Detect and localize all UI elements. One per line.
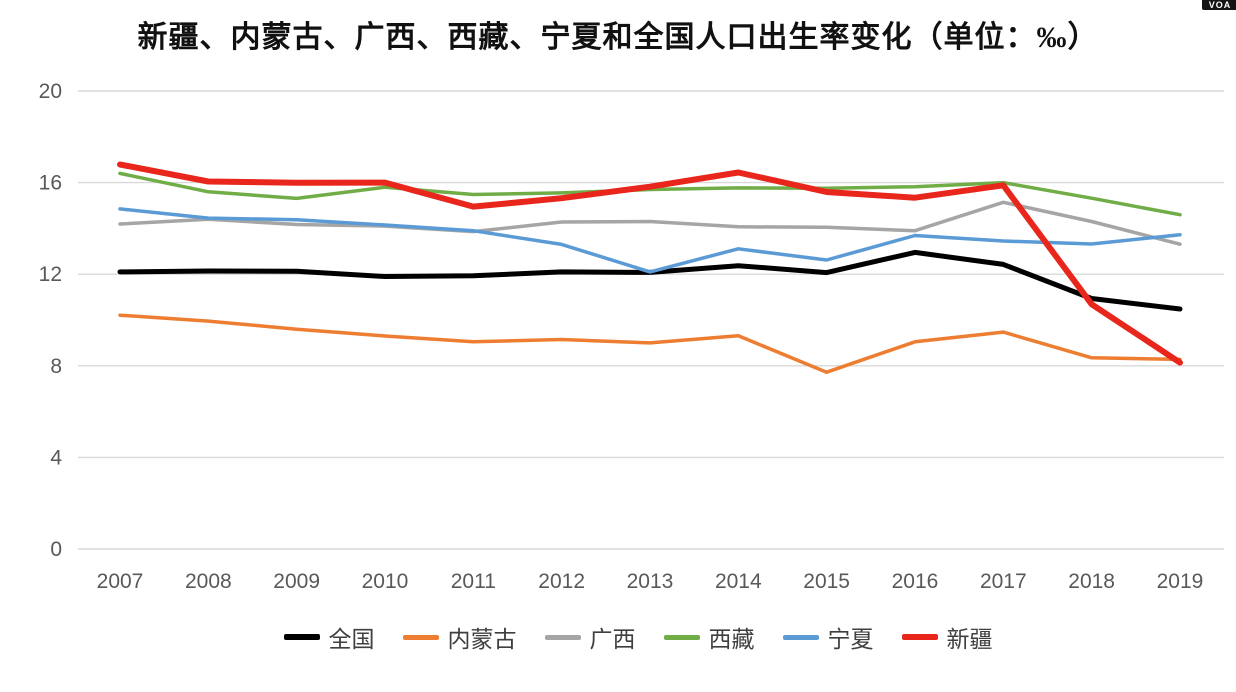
x-axis-tick-label: 2018: [1068, 570, 1115, 593]
legend-swatch-line: [544, 634, 581, 640]
x-axis-tick-label: 2019: [1157, 570, 1204, 593]
chart-title: 新疆、内蒙古、广西、西藏、宁夏和全国人口出生率变化（单位：‰）: [137, 21, 1099, 54]
legend-item-quanguo: 全国: [283, 620, 375, 654]
legend-label: 广西: [589, 626, 636, 652]
legend-swatch-line: [283, 634, 320, 640]
legend-item-neimenggu: 内蒙古: [402, 620, 517, 654]
y-axis-tick-label: 8: [50, 355, 62, 378]
chart-legend: 全国 内蒙古 广西 西藏 宁夏 新疆: [0, 620, 1236, 654]
x-axis-tick-label: 2014: [715, 570, 762, 593]
x-axis-tick-label: 2010: [362, 570, 409, 593]
legend-item-xizang: 西藏: [663, 620, 755, 654]
x-axis-tick-label: 2009: [273, 570, 320, 593]
legend-item-xinjiang: 新疆: [901, 620, 993, 654]
voa-logo-badge: VOA: [1202, 0, 1236, 10]
legend-item-ningxia: 宁夏: [782, 620, 874, 654]
series-line-全国: [117, 249, 1183, 312]
y-axis-tick-label: 0: [50, 538, 62, 561]
x-axis-tick-label: 2007: [97, 570, 144, 593]
series-line-内蒙古: [118, 313, 1182, 374]
series-line-宁夏: [118, 207, 1182, 274]
legend-swatch-line: [663, 634, 700, 640]
legend-label: 内蒙古: [447, 626, 517, 652]
x-axis-tick-label: 2017: [980, 570, 1027, 593]
x-axis-tick-label: 2013: [627, 570, 674, 593]
series-line-新疆: [117, 161, 1183, 366]
y-axis-tick-label: 16: [39, 172, 62, 195]
x-axis-tick-label: 2012: [538, 570, 585, 593]
legend-label: 西藏: [708, 626, 755, 652]
series-line-广西: [118, 200, 1182, 246]
y-axis-tick-label: 4: [50, 446, 62, 469]
legend-label: 宁夏: [827, 626, 874, 652]
x-axis-tick-label: 2008: [185, 570, 232, 593]
legend-label: 全国: [328, 626, 375, 652]
x-axis-tick-label: 2015: [803, 570, 850, 593]
legend-label: 新疆: [946, 626, 993, 652]
legend-swatch-line: [901, 634, 938, 640]
x-axis-tick-label: 2011: [451, 570, 496, 593]
y-axis-tick-label: 12: [39, 263, 62, 286]
x-axis-tick-label: 2016: [892, 570, 939, 593]
legend-swatch-line: [402, 634, 439, 640]
legend-swatch-line: [782, 634, 819, 640]
legend-item-guangxi: 广西: [544, 620, 636, 654]
y-axis-tick-label: 20: [39, 80, 62, 103]
